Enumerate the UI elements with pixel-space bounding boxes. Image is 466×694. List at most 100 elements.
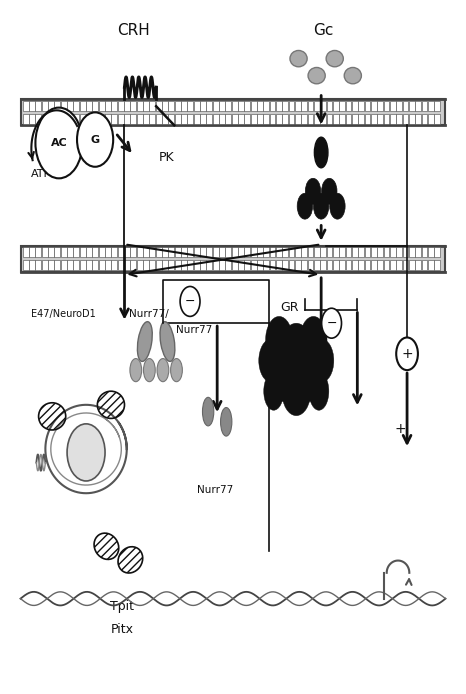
Bar [48, 114, 54, 124]
Bar [200, 114, 206, 124]
Bar [390, 260, 396, 270]
Circle shape [396, 337, 418, 370]
Ellipse shape [295, 354, 322, 401]
Bar [156, 114, 162, 124]
Bar [257, 101, 263, 111]
Bar [301, 247, 307, 257]
Bar [232, 260, 238, 270]
Bar [428, 260, 434, 270]
Ellipse shape [259, 339, 284, 382]
Bar [434, 260, 440, 270]
Bar [346, 114, 351, 124]
Bar [377, 260, 383, 270]
Bar [308, 247, 314, 257]
Bar [377, 114, 383, 124]
Bar [35, 260, 41, 270]
Bar [181, 260, 187, 270]
Text: Pitx: Pitx [111, 623, 134, 636]
Bar [61, 101, 67, 111]
Bar [99, 260, 104, 270]
Bar [206, 260, 212, 270]
Bar [232, 114, 238, 124]
Bar [295, 101, 301, 111]
Bar [137, 260, 143, 270]
Circle shape [67, 424, 105, 481]
Bar [251, 260, 256, 270]
Bar [333, 114, 339, 124]
Bar [23, 114, 28, 124]
Circle shape [322, 308, 342, 338]
Bar [270, 101, 275, 111]
Bar [371, 247, 377, 257]
Bar [80, 260, 86, 270]
Bar [364, 114, 370, 124]
Bar [384, 101, 390, 111]
Bar [415, 114, 421, 124]
Bar [80, 101, 86, 111]
Bar [384, 114, 390, 124]
Bar [377, 247, 383, 257]
Bar [244, 114, 250, 124]
Bar [74, 114, 79, 124]
Ellipse shape [171, 359, 182, 382]
Bar [162, 114, 168, 124]
Text: −: − [326, 316, 337, 330]
Bar [219, 101, 225, 111]
Bar [162, 260, 168, 270]
Ellipse shape [280, 323, 313, 378]
Bar [288, 247, 295, 257]
Bar [333, 247, 339, 257]
Bar [403, 114, 408, 124]
Bar [403, 101, 408, 111]
Bar [29, 101, 35, 111]
Bar [308, 260, 314, 270]
Bar [339, 114, 345, 124]
Bar [67, 101, 73, 111]
Bar [333, 101, 339, 111]
Bar [74, 247, 79, 257]
Bar [74, 101, 79, 111]
Bar [327, 114, 332, 124]
Bar [105, 114, 111, 124]
Ellipse shape [282, 366, 311, 416]
Bar [111, 114, 117, 124]
Bar [137, 101, 143, 111]
Bar [333, 260, 339, 270]
Bar [29, 260, 35, 270]
Bar [339, 260, 345, 270]
Bar [352, 247, 358, 257]
Bar [364, 260, 370, 270]
Bar [263, 247, 269, 257]
Bar [409, 247, 415, 257]
Bar [130, 114, 136, 124]
Bar [206, 247, 212, 257]
Ellipse shape [160, 322, 175, 362]
Bar [200, 260, 206, 270]
Bar [181, 101, 187, 111]
Bar [212, 260, 219, 270]
Bar [282, 101, 288, 111]
Bar [99, 114, 104, 124]
Bar [314, 247, 320, 257]
Ellipse shape [314, 194, 329, 219]
Ellipse shape [266, 316, 293, 364]
Bar [187, 114, 193, 124]
Bar [175, 247, 180, 257]
Bar [150, 114, 155, 124]
Bar [99, 101, 104, 111]
Bar [156, 101, 162, 111]
Bar [428, 101, 434, 111]
Ellipse shape [297, 194, 313, 219]
Bar [55, 247, 60, 257]
Bar [371, 260, 377, 270]
Bar [67, 247, 73, 257]
Ellipse shape [315, 137, 328, 168]
Bar [276, 114, 282, 124]
Text: +: + [401, 347, 413, 361]
Bar [270, 260, 275, 270]
Bar [238, 247, 244, 257]
Bar [226, 101, 231, 111]
Bar [124, 247, 130, 257]
Bar [35, 247, 41, 257]
Bar [257, 247, 263, 257]
